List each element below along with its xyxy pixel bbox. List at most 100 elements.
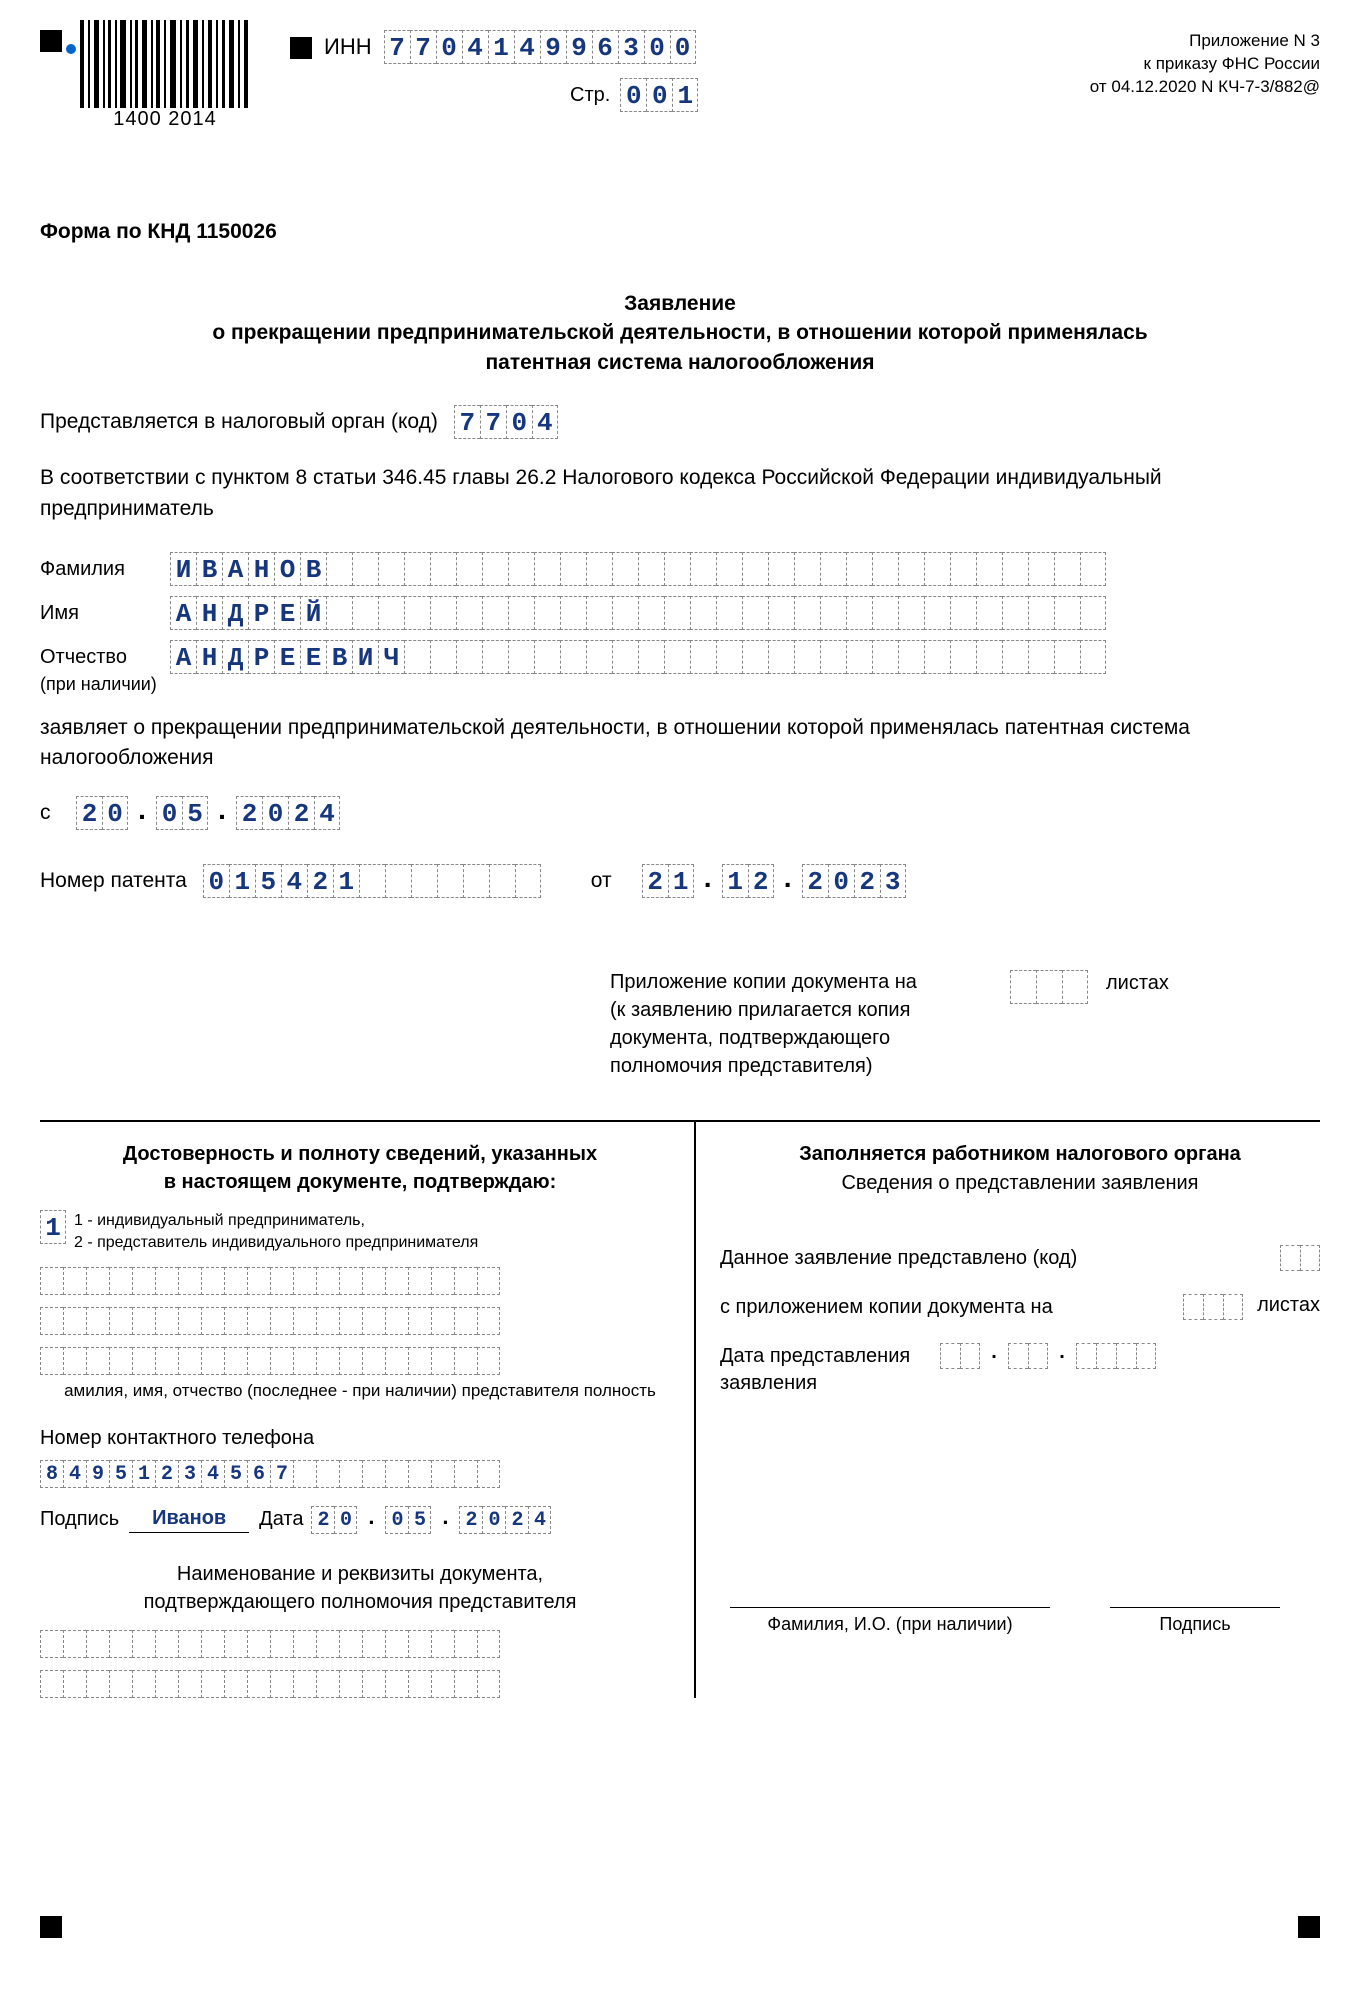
cell: [454, 1307, 477, 1335]
cell: [456, 552, 482, 586]
cell: [1300, 1245, 1320, 1271]
title-line3: патентная система налогообложения: [40, 348, 1320, 377]
sign-m: 05: [385, 1506, 431, 1534]
cell: 5: [408, 1506, 431, 1534]
patent-cells: 015421: [203, 864, 541, 898]
stop-y: 2024: [236, 796, 340, 830]
cell: [431, 1630, 454, 1658]
cell: [326, 596, 352, 630]
inn-block: ИНН 770414996300: [290, 30, 696, 64]
cell: [846, 552, 872, 586]
cell: [359, 864, 385, 898]
page-cells: 001: [620, 78, 698, 112]
cell: [477, 1267, 500, 1295]
cell: [560, 640, 586, 674]
cell: [976, 552, 1002, 586]
cell: 1: [40, 1210, 66, 1244]
patent-from-label: от: [591, 869, 612, 893]
cell: [86, 1670, 109, 1698]
cell: [716, 596, 742, 630]
cell: [430, 640, 456, 674]
patent-label: Номер патента: [40, 869, 187, 893]
cell: [612, 552, 638, 586]
cell: [477, 1630, 500, 1658]
cell: [293, 1460, 316, 1488]
corner-br: [1298, 1916, 1320, 1938]
cell: [794, 640, 820, 674]
doc-title2: подтверждающего полномочия представителя: [40, 1588, 680, 1616]
cell: [63, 1267, 86, 1295]
cell: 2: [307, 864, 333, 898]
cell: [178, 1267, 201, 1295]
cell: [612, 640, 638, 674]
cell: [586, 552, 612, 586]
cell: [1010, 970, 1036, 1004]
right-code: [1280, 1245, 1320, 1271]
surname-cells: ИВАНОВ: [170, 552, 1106, 586]
cell: [794, 552, 820, 586]
cell: [224, 1630, 247, 1658]
appendix-line2: к приказу ФНС России: [1090, 53, 1320, 76]
cell: [132, 1307, 155, 1335]
patent-m: 12: [722, 864, 774, 898]
tax-office-column: Заполняется работником налогового органа…: [696, 1122, 1320, 1698]
from-label: с: [40, 801, 60, 825]
cell: [690, 640, 716, 674]
cell: [408, 1670, 431, 1698]
cell: [664, 596, 690, 630]
cell: [872, 596, 898, 630]
inn-cells: 770414996300: [384, 30, 696, 64]
cell: [247, 1307, 270, 1335]
cell: [385, 864, 411, 898]
cell: [820, 596, 846, 630]
phone-cells: 84951234567: [40, 1460, 680, 1488]
appendix-ref: Приложение N 3 к приказу ФНС России от 0…: [1090, 30, 1320, 99]
cell: [362, 1460, 385, 1488]
name-label: Имя: [40, 602, 170, 625]
cell: 5: [255, 864, 281, 898]
cell: [1203, 1294, 1223, 1320]
dot: .: [984, 1341, 1004, 1364]
cell: [768, 640, 794, 674]
cell: [86, 1347, 109, 1375]
pres-m: [1008, 1343, 1048, 1369]
cell: [40, 1630, 63, 1658]
cell: 0: [506, 405, 532, 439]
cell: 7: [270, 1460, 293, 1488]
cell: [950, 640, 976, 674]
cell: [339, 1630, 362, 1658]
cell: [408, 1267, 431, 1295]
cell: Р: [248, 596, 274, 630]
cell: 4: [462, 30, 488, 64]
cell: [201, 1630, 224, 1658]
cell: [155, 1307, 178, 1335]
cell: [872, 640, 898, 674]
confirmation-column: Достоверность и полноту сведений, указан…: [40, 1122, 696, 1698]
cell: [664, 552, 690, 586]
header: 1400 2014 ИНН 770414996300 Стр. 001 Прил…: [40, 30, 1320, 140]
cell: [431, 1347, 454, 1375]
cell: [1036, 970, 1062, 1004]
cell: 2: [459, 1506, 482, 1534]
cell: [385, 1307, 408, 1335]
patronymic-cells: АНДРЕЕВИЧ: [170, 640, 1106, 674]
stop-d: 20: [76, 796, 128, 830]
cell: 7: [410, 30, 436, 64]
form-title: Заявление о прекращении предпринимательс…: [40, 289, 1320, 377]
rep-row2: [40, 1307, 680, 1335]
cell: [404, 640, 430, 674]
confirmer-row: 1 1 - индивидуальный предприниматель, 2 …: [40, 1210, 680, 1255]
surname-label: Фамилия: [40, 558, 170, 581]
doc-row1: [40, 1630, 680, 1658]
dot: .: [212, 794, 232, 826]
rep-row3: [40, 1347, 680, 1375]
stop-date-row: с 20 . 05 . 2024: [40, 796, 1320, 830]
dot: .: [132, 794, 152, 826]
cell: 7: [384, 30, 410, 64]
cell: [1054, 640, 1080, 674]
legend1: 1 - индивидуальный предприниматель,: [74, 1210, 478, 1232]
cell: [477, 1460, 500, 1488]
cell: Ч: [378, 640, 404, 674]
cell: [326, 552, 352, 586]
right-sub: Сведения о представлении заявления: [720, 1172, 1320, 1195]
